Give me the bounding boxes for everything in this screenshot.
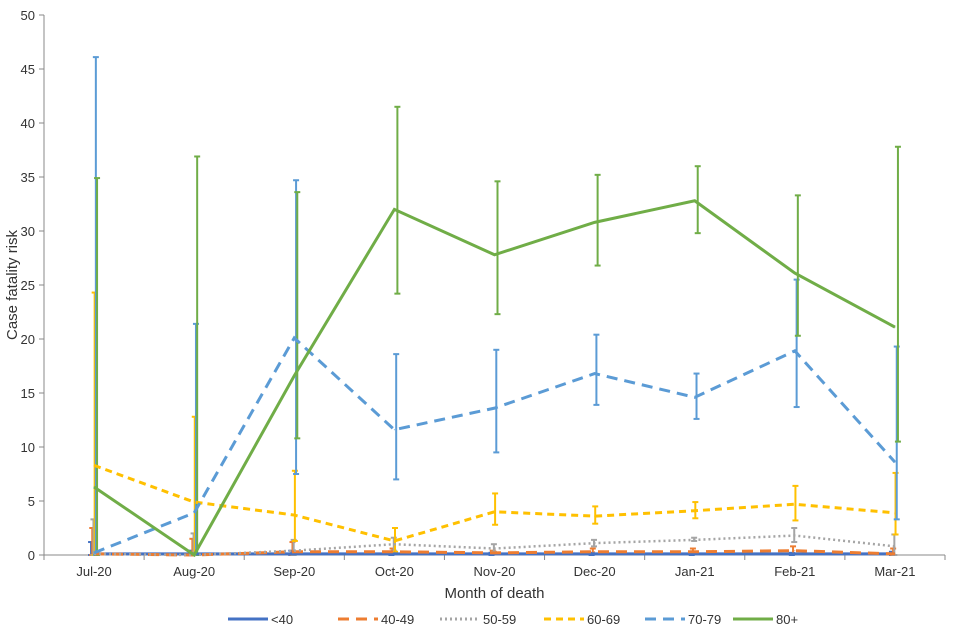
data-point — [694, 510, 696, 512]
data-point — [794, 535, 796, 537]
data-point — [594, 221, 596, 223]
data-point — [494, 407, 495, 409]
data-point — [694, 553, 696, 555]
x-tick-label: Jul-20 — [76, 564, 111, 579]
legend-label: 50-59 — [483, 612, 516, 627]
data-point — [293, 375, 295, 377]
data-point — [794, 503, 796, 505]
data-point — [694, 200, 696, 202]
data-point — [894, 553, 896, 555]
data-point — [794, 272, 796, 274]
data-point — [293, 514, 295, 516]
data-point — [894, 326, 896, 328]
y-tick-label: 5 — [28, 494, 35, 509]
data-point — [193, 512, 195, 514]
data-point — [694, 539, 696, 541]
data-point — [894, 545, 896, 547]
data-point — [93, 464, 95, 466]
data-point — [293, 553, 295, 555]
x-tick-label: Nov-20 — [474, 564, 516, 579]
data-point — [293, 337, 295, 339]
legend-label: 60-69 — [587, 612, 620, 627]
data-point — [193, 554, 195, 556]
y-tick-label: 20 — [21, 332, 35, 347]
y-tick-label: 25 — [21, 278, 35, 293]
y-tick-label: 0 — [28, 548, 35, 563]
y-tick-label: 35 — [21, 170, 35, 185]
x-tick-label: Oct-20 — [375, 564, 414, 579]
x-tick-label: Dec-20 — [574, 564, 616, 579]
data-point — [393, 551, 395, 553]
data-point — [93, 486, 95, 488]
data-point — [293, 550, 295, 552]
y-tick-label: 30 — [21, 224, 35, 239]
x-tick-label: Jan-21 — [675, 564, 715, 579]
data-point — [193, 501, 195, 503]
data-point — [594, 553, 596, 555]
x-tick-label: Aug-20 — [173, 564, 215, 579]
data-point — [494, 511, 495, 513]
data-point — [694, 396, 696, 398]
data-point — [594, 515, 596, 517]
legend-label: 70-79 — [688, 612, 721, 627]
data-point — [93, 552, 95, 554]
y-tick-label: 40 — [21, 116, 35, 131]
data-point — [894, 461, 896, 463]
data-point — [794, 350, 796, 352]
data-point — [393, 429, 395, 431]
data-point — [393, 553, 395, 555]
y-tick-label: 50 — [21, 8, 35, 23]
data-point — [494, 552, 495, 554]
x-axis-title: Month of death — [444, 585, 544, 602]
data-point — [694, 551, 696, 553]
y-tick-label: 45 — [21, 62, 35, 77]
legend-label: <40 — [271, 612, 293, 627]
legend-label: 40-49 — [381, 612, 414, 627]
data-point — [794, 550, 796, 552]
y-tick-label: 15 — [21, 386, 35, 401]
data-point — [393, 208, 395, 210]
data-point — [494, 548, 495, 550]
data-point — [393, 540, 395, 542]
data-point — [494, 254, 495, 256]
x-tick-label: Mar-21 — [874, 564, 915, 579]
data-point — [594, 542, 596, 544]
legend-label: 80+ — [776, 612, 798, 627]
x-tick-label: Sep-20 — [273, 564, 315, 579]
x-tick-label: Feb-21 — [774, 564, 815, 579]
y-tick-label: 10 — [21, 440, 35, 455]
data-point — [794, 553, 796, 555]
data-point — [894, 512, 896, 514]
y-axis-title: Case fatality risk — [4, 229, 21, 340]
data-point — [93, 553, 95, 555]
data-point — [393, 543, 395, 545]
data-point — [594, 551, 596, 553]
data-point — [594, 373, 596, 375]
